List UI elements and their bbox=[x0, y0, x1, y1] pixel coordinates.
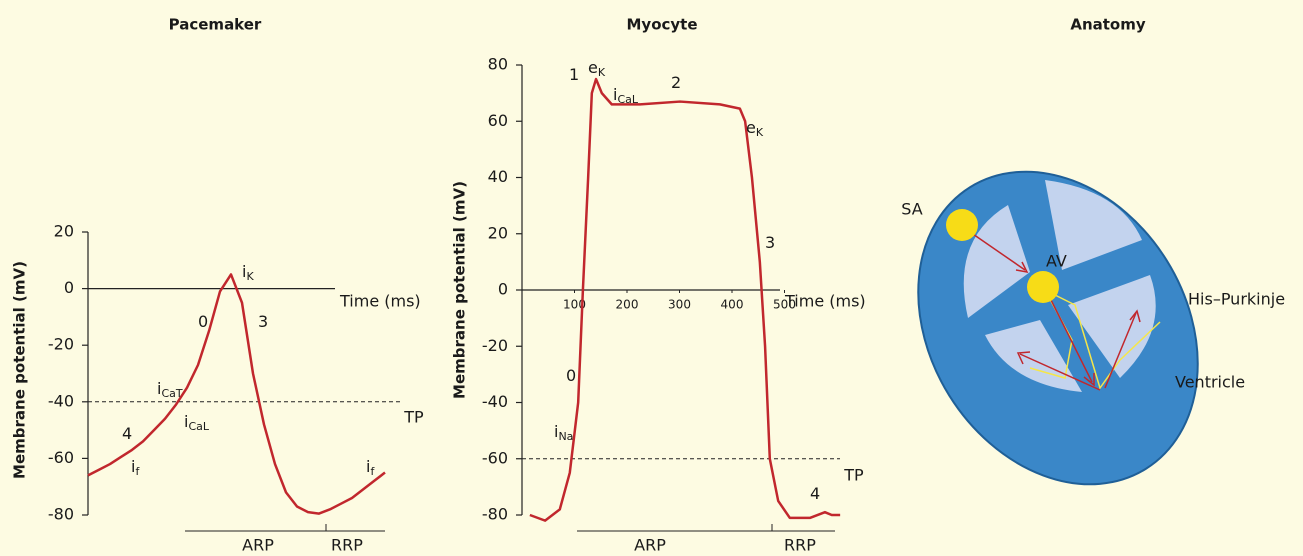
sa-node bbox=[946, 209, 978, 241]
threshold-label: TP bbox=[843, 466, 864, 485]
annotation: 0 bbox=[198, 312, 208, 331]
refractory-label: RRP bbox=[784, 536, 816, 555]
y-tick-label: 0 bbox=[64, 278, 74, 297]
annotation-subscript: K bbox=[756, 126, 764, 139]
threshold-label: TP bbox=[403, 408, 424, 427]
annotation-text: 2 bbox=[671, 73, 681, 92]
annotation: eK bbox=[746, 118, 764, 140]
y-tick-label: -80 bbox=[482, 505, 508, 524]
refractory-label: ARP bbox=[242, 536, 274, 555]
annotation-subscript: K bbox=[246, 270, 254, 283]
annotation-text: 1 bbox=[569, 65, 579, 84]
node-label: AV bbox=[1046, 252, 1067, 271]
annotation: 3 bbox=[765, 233, 775, 252]
annotation: 4 bbox=[810, 484, 820, 503]
annotation-subscript: CaL bbox=[617, 93, 638, 106]
annotation: iNa bbox=[554, 422, 573, 444]
x-tick-label: 200 bbox=[616, 298, 639, 312]
annotation: iCaT bbox=[157, 379, 183, 401]
y-tick-label: 20 bbox=[54, 222, 74, 241]
chart-title: Pacemaker bbox=[169, 16, 262, 34]
annotation-text: 3 bbox=[258, 312, 268, 331]
annotation-subscript: CaL bbox=[188, 420, 209, 433]
annotation: iCaL bbox=[184, 412, 210, 434]
y-tick-label: -80 bbox=[48, 505, 74, 524]
annotation-subscript: CaT bbox=[161, 387, 182, 400]
annotation-text: 4 bbox=[810, 484, 820, 503]
y-tick-label: 20 bbox=[488, 223, 508, 242]
page: {"chart_data": [ {"type": "line", "title… bbox=[0, 0, 1303, 556]
refractory-label: ARP bbox=[634, 536, 666, 555]
y-tick-label: 40 bbox=[488, 167, 508, 186]
annotation-subscript: f bbox=[370, 465, 375, 478]
y-tick-label: 0 bbox=[498, 280, 508, 299]
y-tick-label: 60 bbox=[488, 111, 508, 130]
annotation: if bbox=[366, 457, 375, 479]
annotation: 4 bbox=[122, 424, 132, 443]
y-tick-label: -20 bbox=[48, 335, 74, 354]
annotation-text: 0 bbox=[566, 366, 576, 385]
y-tick-label: -60 bbox=[48, 448, 74, 467]
y-axis-label: Membrane potential (mV) bbox=[11, 261, 29, 479]
heart-diagram bbox=[861, 119, 1254, 536]
y-tick-label: -40 bbox=[48, 391, 74, 410]
annotation-text: e bbox=[588, 58, 598, 77]
panel-title: Anatomy bbox=[1070, 16, 1146, 34]
annotation: 2 bbox=[671, 73, 681, 92]
x-axis-label: Time (ms) bbox=[339, 292, 421, 311]
annotation: 0 bbox=[566, 366, 576, 385]
annotation-text: e bbox=[746, 118, 756, 137]
chart-title: Myocyte bbox=[626, 16, 697, 34]
y-tick-label: -20 bbox=[482, 336, 508, 355]
y-tick-label: 80 bbox=[488, 55, 508, 74]
y-tick-label: -60 bbox=[482, 448, 508, 467]
annotation-subscript: Na bbox=[558, 430, 573, 443]
annotation-text: 0 bbox=[198, 312, 208, 331]
node-label: SA bbox=[901, 200, 922, 219]
node-label: Ventricle bbox=[1175, 373, 1245, 392]
annotation: iCaL bbox=[613, 85, 639, 107]
annotation: if bbox=[131, 457, 140, 479]
node-label: His–Purkinje bbox=[1188, 290, 1285, 309]
annotation-text: 4 bbox=[122, 424, 132, 443]
annotation: iK bbox=[242, 262, 254, 284]
av-node bbox=[1027, 271, 1059, 303]
x-tick-label: 500 bbox=[773, 298, 796, 312]
y-tick-label: -40 bbox=[482, 392, 508, 411]
annotation-text: 3 bbox=[765, 233, 775, 252]
annotation-subscript: f bbox=[135, 465, 140, 478]
refractory-label: RRP bbox=[331, 536, 363, 555]
x-tick-label: 300 bbox=[668, 298, 691, 312]
y-axis-label: Membrane potential (mV) bbox=[451, 181, 469, 399]
annotation: 1 bbox=[569, 65, 579, 84]
x-axis-label: Time (ms) bbox=[784, 292, 866, 311]
annotation: 3 bbox=[258, 312, 268, 331]
heart-body bbox=[861, 119, 1254, 536]
figure: Anatomy SA AV His–Purkinje Ventricle Pac… bbox=[0, 0, 1303, 556]
x-tick-label: 400 bbox=[721, 298, 744, 312]
annotation-subscript: K bbox=[598, 66, 606, 79]
annotation: eK bbox=[588, 58, 606, 80]
